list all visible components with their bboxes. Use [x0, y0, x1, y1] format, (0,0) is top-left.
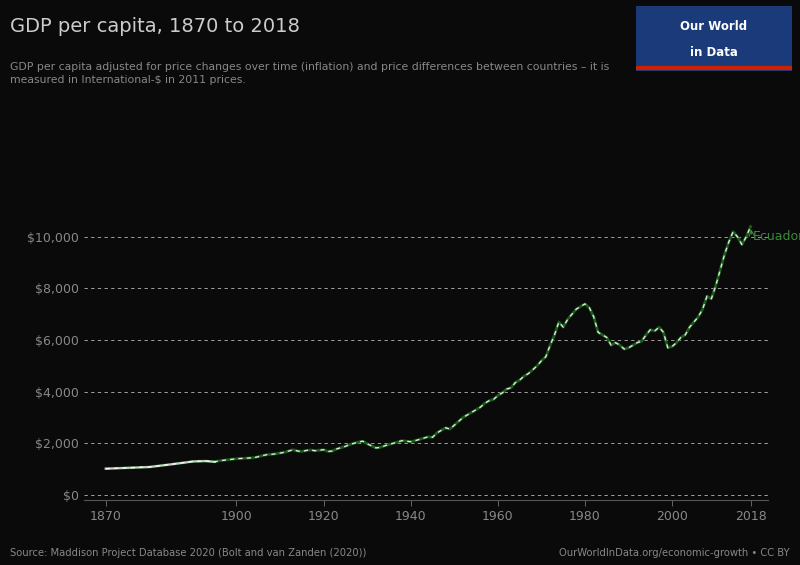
Text: in Data: in Data [690, 46, 738, 59]
Text: Source: Maddison Project Database 2020 (Bolt and van Zanden (2020)): Source: Maddison Project Database 2020 (… [10, 548, 366, 558]
Text: Ecuador: Ecuador [753, 231, 800, 244]
Text: Our World: Our World [681, 20, 747, 33]
Text: OurWorldInData.org/economic-growth • CC BY: OurWorldInData.org/economic-growth • CC … [559, 548, 790, 558]
Text: GDP per capita adjusted for price changes over time (inflation) and price differ: GDP per capita adjusted for price change… [10, 62, 610, 85]
Text: GDP per capita, 1870 to 2018: GDP per capita, 1870 to 2018 [10, 17, 300, 36]
